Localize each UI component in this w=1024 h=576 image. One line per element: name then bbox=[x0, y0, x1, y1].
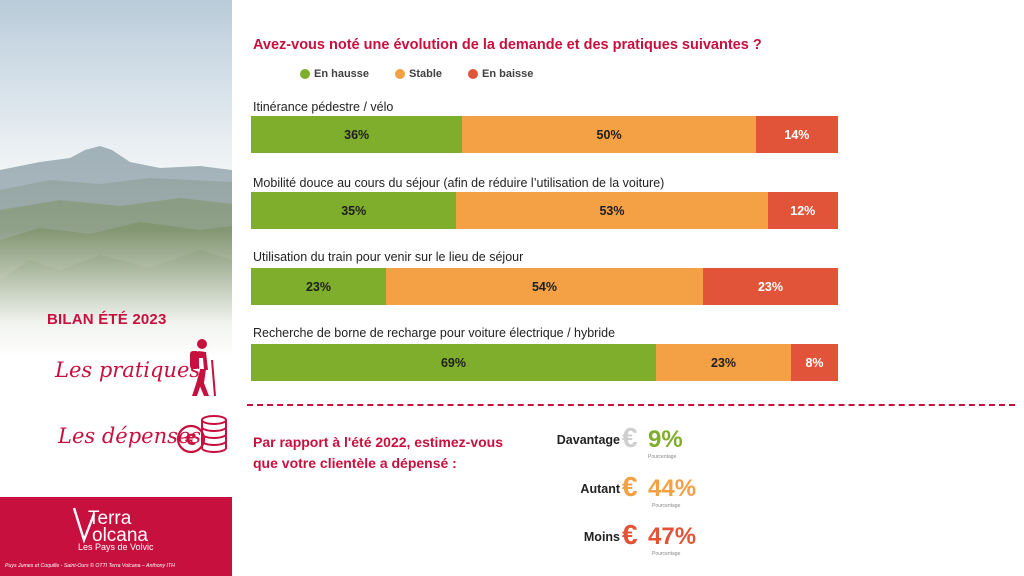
section-pratiques-label: Les pratiques bbox=[55, 358, 201, 382]
legend-item-baisse: En baisse bbox=[468, 68, 533, 80]
spending-caption: Pourcentage bbox=[652, 551, 681, 557]
svg-text:Terra: Terra bbox=[88, 508, 132, 529]
data-label: 23% bbox=[711, 355, 737, 370]
category-label: Recherche de borne de recharge pour voit… bbox=[253, 326, 616, 340]
data-label: 23% bbox=[305, 279, 332, 294]
bar-segment-hausse: 23% bbox=[251, 268, 386, 305]
spending-value-autant: 44% bbox=[648, 475, 697, 502]
brand-subtitle: Les Pays de Volvic bbox=[78, 542, 154, 552]
photo-credit: Puys Jumes et Coquille - Saint-Ours © OT… bbox=[5, 563, 175, 569]
stacked-bar: 23% 54% 23% bbox=[251, 268, 838, 305]
legend-item-stable: Stable bbox=[395, 68, 442, 80]
spending-label-autant: Autant bbox=[580, 482, 620, 496]
dashed-divider bbox=[247, 404, 1015, 406]
category-label: Itinérance pédestre / vélo bbox=[253, 100, 394, 114]
legend-label-stable: Stable bbox=[409, 68, 443, 80]
bar-segment-stable: 50% bbox=[462, 116, 756, 153]
spending-caption: Pourcentage bbox=[652, 503, 681, 509]
spending-caption: Pourcentage bbox=[648, 454, 677, 460]
bar-segment-hausse: 35% bbox=[251, 192, 457, 229]
stacked-bar: 69% 23% 8% bbox=[251, 344, 838, 381]
data-label: 8% bbox=[805, 355, 824, 370]
bar-segment-hausse: 69% bbox=[251, 344, 657, 381]
legend-item-hausse: En hausse bbox=[300, 68, 369, 80]
bar-segment-stable: 54% bbox=[386, 268, 703, 305]
data-label: 12% bbox=[790, 203, 816, 218]
data-label: 23% bbox=[757, 279, 783, 294]
left-panel: BILAN ÉTÉ 2023 Les pratiques Les dépense… bbox=[0, 0, 232, 576]
data-label: 69% bbox=[440, 355, 467, 370]
chart-title: Avez-vous noté une évolution de la deman… bbox=[253, 37, 762, 53]
bar-segment-stable: 23% bbox=[656, 344, 792, 381]
bar-segment-baisse: 8% bbox=[791, 344, 838, 381]
bar-segment-stable: 53% bbox=[456, 192, 768, 229]
spending-value-moins: 47% bbox=[648, 523, 697, 550]
svg-text:€: € bbox=[184, 430, 196, 449]
spending-question: Par rapport à l'été 2022, estimez-vous q… bbox=[253, 434, 503, 471]
spending-value-davantage: 9% bbox=[648, 426, 683, 453]
chart-legend: En hausse Stable En baisse bbox=[300, 68, 533, 80]
bar-segment-baisse: 23% bbox=[702, 268, 838, 305]
svg-text:olcana: olcana bbox=[92, 525, 148, 546]
data-label: 36% bbox=[344, 127, 370, 142]
category-label: Utilisation du train pour venir sur le l… bbox=[253, 250, 524, 264]
data-label: 50% bbox=[596, 127, 622, 142]
legend-dot-stable bbox=[395, 69, 406, 79]
category-label: Mobilité douce au cours du séjour (afin … bbox=[253, 176, 665, 190]
brand-band bbox=[0, 497, 232, 576]
legend-label-baisse: En baisse bbox=[482, 68, 534, 80]
stacked-bar: 36% 50% 14% bbox=[251, 116, 838, 153]
bar-segment-baisse: 12% bbox=[767, 192, 838, 229]
euro-icon: € bbox=[622, 422, 638, 453]
euro-icon: € bbox=[622, 519, 638, 550]
data-label: 35% bbox=[341, 203, 367, 218]
euro-icon: € bbox=[622, 471, 638, 502]
image-fade-overlay bbox=[0, 0, 232, 576]
data-label: 54% bbox=[531, 279, 557, 294]
hiker-icon bbox=[190, 339, 216, 397]
spending-label-davantage: Davantage bbox=[556, 433, 620, 447]
legend-dot-hausse bbox=[300, 69, 310, 79]
data-label: 14% bbox=[784, 127, 810, 142]
euro-coins-icon: € bbox=[176, 415, 227, 454]
terra-volcana-logo: Terra olcana bbox=[72, 507, 148, 546]
bar-segment-hausse: 36% bbox=[251, 116, 463, 153]
spending-label-moins: Moins bbox=[583, 530, 620, 544]
stacked-bar: 35% 53% 12% bbox=[251, 192, 838, 229]
bar-segment-baisse: 14% bbox=[755, 116, 838, 153]
legend-label-hausse: En hausse bbox=[314, 68, 370, 80]
bilan-title: BILAN ÉTÉ 2023 bbox=[47, 311, 167, 328]
legend-dot-baisse bbox=[468, 69, 479, 79]
data-label: 53% bbox=[599, 203, 625, 218]
